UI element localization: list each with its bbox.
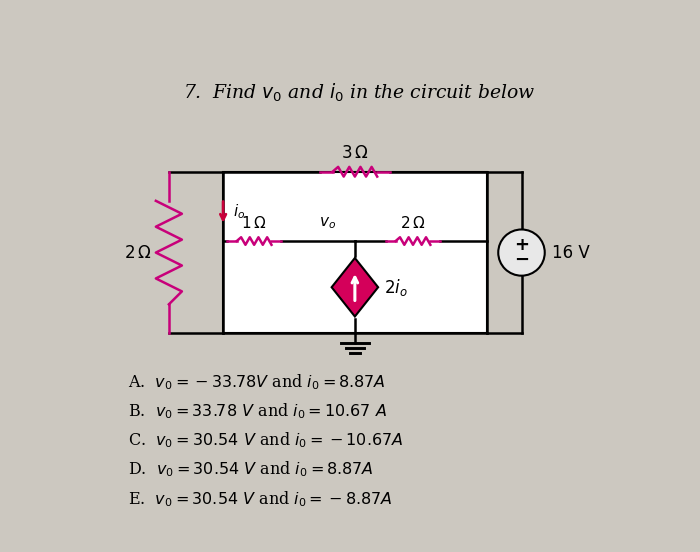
Text: $2\,\Omega$: $2\,\Omega$ (125, 243, 152, 262)
Text: C.  $v_0 = 30.54\ V$ and $i_0 = -10.67A$: C. $v_0 = 30.54\ V$ and $i_0 = -10.67A$ (128, 431, 403, 450)
Circle shape (498, 230, 545, 275)
Text: −: − (514, 251, 529, 269)
Text: D.  $v_0 = 30.54\ V$ and $i_0 = 8.87A$: D. $v_0 = 30.54\ V$ and $i_0 = 8.87A$ (128, 460, 374, 479)
Text: $3\,\Omega$: $3\,\Omega$ (341, 144, 369, 162)
Text: $v_o$: $v_o$ (319, 215, 336, 231)
Text: $2i_o$: $2i_o$ (384, 277, 408, 298)
Text: +: + (514, 236, 529, 254)
Text: 7.  Find $v_0$ and $i_0$ in the circuit below: 7. Find $v_0$ and $i_0$ in the circuit b… (183, 82, 535, 104)
Polygon shape (332, 258, 378, 316)
Text: 16 V: 16 V (552, 243, 590, 262)
Text: $1\,\Omega$: $1\,\Omega$ (241, 215, 267, 231)
Text: $2\,\Omega$: $2\,\Omega$ (400, 215, 426, 231)
Text: A.  $v_0 = -33.78V$ and $i_0 = 8.87A$: A. $v_0 = -33.78V$ and $i_0 = 8.87A$ (128, 372, 386, 391)
Text: E.  $v_0 = 30.54\ V$ and $i_0 = -8.87A$: E. $v_0 = 30.54\ V$ and $i_0 = -8.87A$ (128, 489, 392, 509)
Text: $i_o$: $i_o$ (233, 203, 246, 221)
Bar (223, 172, 486, 333)
Text: B.  $v_0 = 33.78\ V$ and $i_0 = 10.67\ A$: B. $v_0 = 33.78\ V$ and $i_0 = 10.67\ A$ (128, 401, 387, 421)
